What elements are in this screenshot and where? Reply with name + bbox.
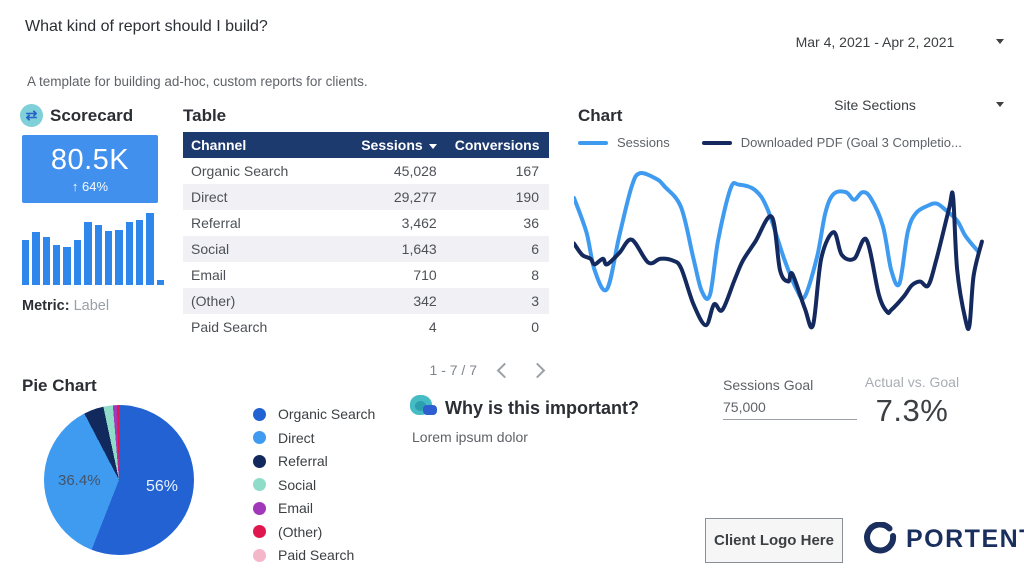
legend-dot-icon (253, 478, 266, 492)
site-sections-value: Site Sections (834, 97, 916, 113)
sparkline-bar (22, 240, 30, 285)
legend-dot-icon (253, 407, 266, 421)
table-row: (Other) 342 3 (183, 288, 549, 314)
sparkline-bar (115, 230, 123, 285)
table-row: Paid Search 4 0 (191, 319, 539, 335)
portent-ring-icon (864, 522, 897, 554)
sparkline-bar (135, 220, 144, 285)
pie-legend-item: (Other) (253, 523, 375, 542)
pagination-range: 1 - 7 / 7 (429, 362, 477, 378)
portent-wordmark: PORTENT (906, 524, 1024, 553)
date-range-selector[interactable]: Mar 4, 2021 - Apr 2, 2021 (744, 29, 1006, 55)
pie-legend-item: Paid Search (253, 546, 375, 565)
sparkline-bar (32, 231, 40, 285)
legend-dot-icon (253, 501, 266, 515)
table-row: Organic Search 45,028 167 (191, 163, 539, 179)
table-pagination: 1 - 7 / 7 (183, 362, 549, 378)
table-row: Social 1,643 6 (183, 236, 549, 262)
header-sessions[interactable]: Sessions (331, 132, 447, 158)
table-body: Organic Search 45,028 167 Direct 29,277 190 Re… (183, 158, 549, 340)
scorecard-metric: Metric: Label (22, 298, 110, 314)
table-row: Email 710 8 (191, 267, 539, 283)
sparkline-bar (146, 213, 154, 285)
sparkline-bar (125, 222, 133, 285)
sparkline-bar (42, 237, 51, 285)
sessions-goal-input[interactable]: 75,000 (723, 399, 857, 420)
pdf-goal-line (574, 190, 984, 332)
pie-legend-item: Social (253, 476, 375, 495)
scorecard-sparkline (22, 213, 165, 285)
line-chart (574, 170, 984, 332)
channels-table: Channel Sessions Conversions Organic Sea… (183, 132, 549, 340)
up-arrow-icon: ↑ (71, 179, 79, 194)
scorecard-value: 80.5K (50, 144, 130, 176)
pie-legend-item: Organic Search (253, 405, 375, 424)
sparkline-bar (84, 221, 92, 285)
chevron-down-icon (996, 39, 1004, 44)
previous-page-icon[interactable] (496, 362, 513, 378)
legend-dot-icon (253, 525, 266, 539)
table-row: Direct 29,277 190 (183, 184, 549, 210)
legend-swatch-sessions (578, 140, 608, 145)
page-title: What kind of report should I build? (25, 18, 268, 35)
sparkline-bar (156, 279, 165, 285)
chart-title: Chart (578, 106, 623, 125)
legend-dot-icon (253, 454, 266, 468)
pie-label-organic: 56% (146, 478, 179, 495)
chevron-down-icon (996, 102, 1004, 107)
pie-title: Pie Chart (22, 376, 97, 395)
legend-swatch-pdf (701, 140, 732, 145)
sparkline-bar (104, 231, 113, 285)
actual-vs-goal-label: Actual vs. Goal (864, 374, 960, 390)
pie-legend-item: Referral (253, 452, 375, 471)
header-conversions[interactable]: Conversions (446, 132, 549, 158)
sparkline-bar (73, 239, 82, 285)
table-title: Table (183, 106, 227, 125)
actual-vs-goal-value: 7.3% (875, 393, 949, 428)
importance-body: Lorem ipsum dolor (412, 429, 528, 445)
legend-item-sessions: Sessions (578, 135, 670, 150)
pie-label-direct: 36.4% (58, 472, 101, 489)
page-subtitle: A template for building ad-hoc, custom r… (27, 74, 368, 89)
sort-desc-icon (428, 143, 437, 149)
pie-legend-item: Email (253, 499, 375, 518)
chat-blob-icon (410, 395, 438, 419)
scorecard-delta: ↑ 64% (71, 179, 109, 194)
swap-arrows-icon: ⇄ (20, 104, 43, 127)
legend-item-pdf: Downloaded PDF (Goal 3 Completio... (701, 135, 962, 150)
pie-legend: Organic Search Direct Referral Social Email (… (253, 405, 375, 565)
sessions-goal-label: Sessions Goal (723, 377, 814, 393)
sparkline-bar (63, 246, 71, 285)
pie-legend-item: Direct (253, 429, 375, 448)
importance-title: Why is this important? (445, 398, 640, 418)
chart-legend: Sessions Downloaded PDF (Goal 3 Completi… (578, 135, 984, 150)
site-sections-selector[interactable]: Site Sections (744, 92, 1006, 118)
portent-logo: PORTENT (863, 522, 1024, 556)
pie-chart (44, 405, 194, 555)
scorecard-card: 80.5K ↑ 64% (22, 135, 158, 203)
sparkline-bar (53, 244, 61, 285)
next-page-icon[interactable] (529, 362, 546, 378)
table-header-row: Channel Sessions Conversions (183, 132, 549, 158)
sparkline-bar (94, 225, 102, 285)
table-row: Referral 3,462 36 (191, 215, 539, 231)
scorecard-title: Scorecard (50, 105, 134, 125)
scorecard-header: ⇄ Scorecard (20, 104, 133, 127)
client-logo-placeholder: Client Logo Here (705, 518, 843, 563)
header-channel[interactable]: Channel (183, 132, 332, 158)
legend-dot-icon (253, 431, 266, 445)
legend-dot-icon (253, 548, 266, 562)
date-range-value: Mar 4, 2021 - Apr 2, 2021 (795, 34, 955, 50)
